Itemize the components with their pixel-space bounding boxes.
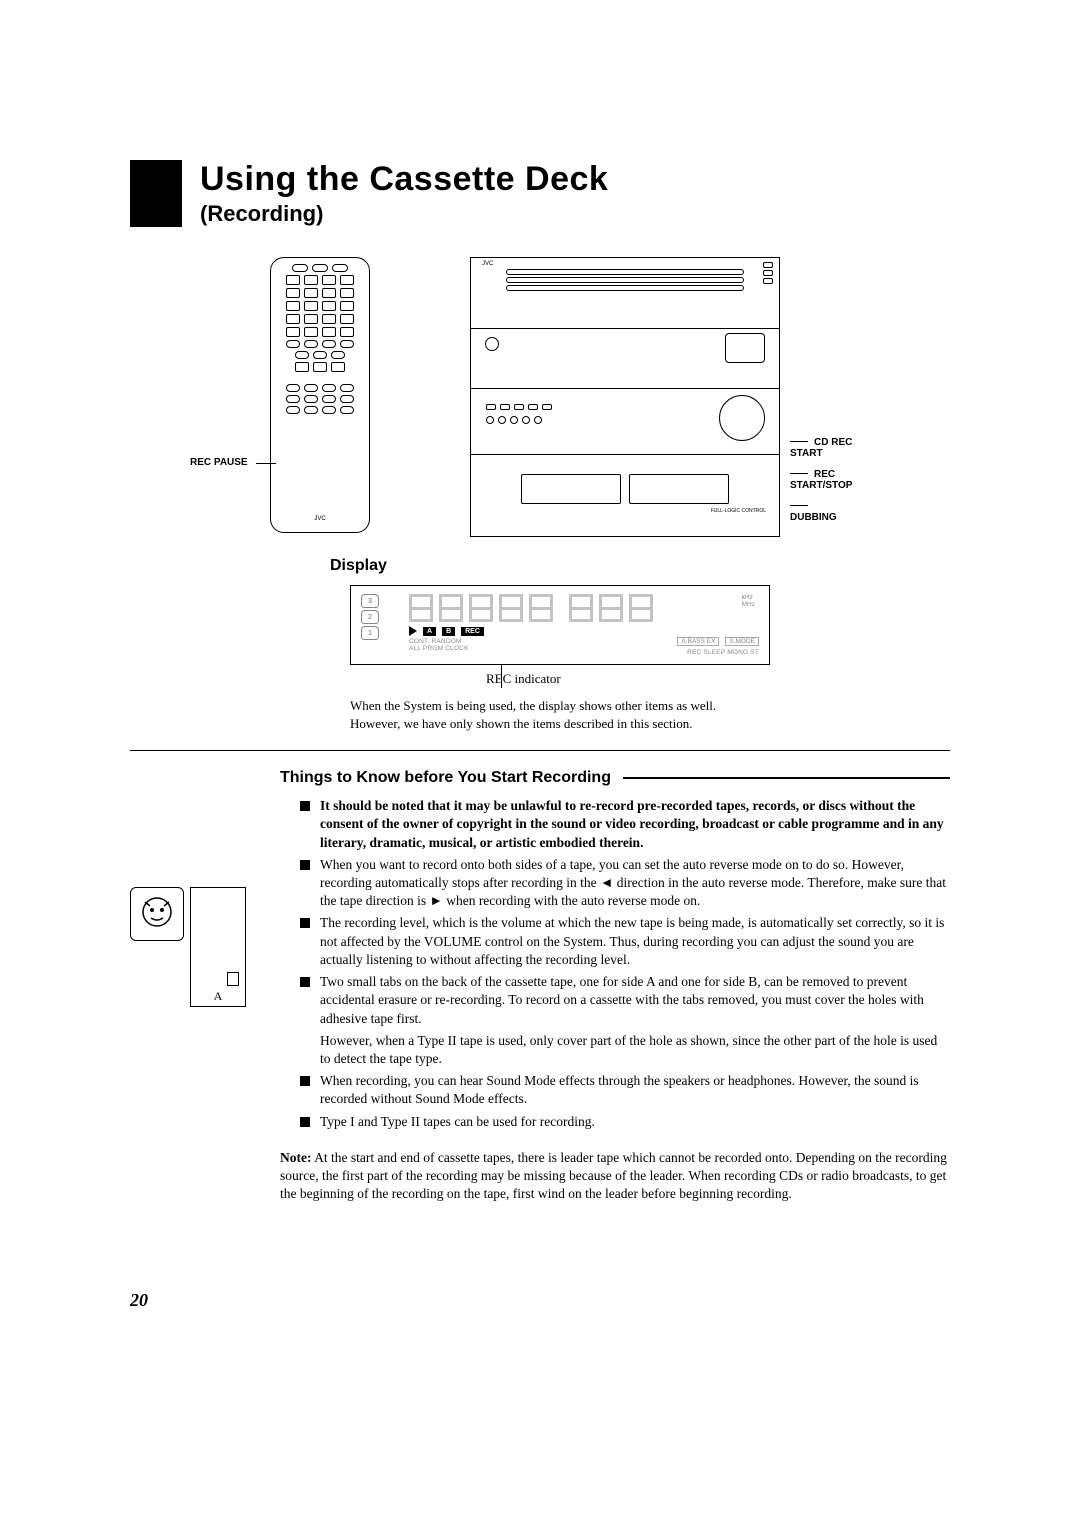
remote-outline: JVC (270, 257, 370, 533)
things-heading-row: Things to Know before You Start Recordin… (280, 769, 950, 787)
page-subtitle: (Recording) (200, 201, 608, 227)
play-triangle-icon (409, 626, 417, 636)
bullet-item: Two small tabs on the back of the casset… (300, 973, 950, 1028)
section-divider (130, 750, 950, 751)
seven-segment-row (409, 594, 757, 622)
dubbing-label: DUBBING (790, 501, 852, 523)
display-heading: Display (330, 557, 950, 575)
display-right-line: REC SLEEP MONO ST (677, 649, 759, 656)
deck-b-badge: B (442, 627, 455, 636)
disc-3: 3 (361, 594, 379, 608)
note-label: Note: (280, 1150, 311, 1165)
display-note: When the System is being used, the displ… (350, 697, 950, 732)
cassette-side-view: A (190, 887, 246, 1007)
title-black-box (130, 160, 182, 227)
footer-note: Note: At the start and end of cassette t… (280, 1149, 950, 1204)
page-title: Using the Cassette Deck (200, 160, 608, 199)
page-number: 20 (130, 1290, 148, 1311)
disc-1: 1 (361, 626, 379, 640)
rec-indicator-label: REC indicator (486, 671, 950, 687)
stereo-stack-diagram: JVC (470, 257, 780, 537)
smode-badge: S.MODE (725, 637, 759, 646)
mascot-icon (130, 887, 184, 941)
bullet-item: It should be noted that it may be unlawf… (300, 797, 950, 852)
rec-badge: REC (461, 627, 484, 636)
cassette-tab (227, 972, 239, 986)
display-section: 3 2 1 kHzMHz A B REC CONT. RANDOM ALL PR… (350, 585, 950, 732)
stereo-stack: JVC (470, 257, 780, 537)
display-panel: 3 2 1 kHzMHz A B REC CONT. RANDOM ALL PR… (350, 585, 770, 665)
display-badge-row: A B REC (409, 626, 757, 636)
cd-rec-start-label: CD REC START (790, 437, 852, 459)
abass-badge: A.BASS EX (677, 637, 719, 646)
deck-a-badge: A (423, 627, 436, 636)
note-text: At the start and end of cassette tapes, … (280, 1150, 947, 1201)
cassette-illustration: A (130, 887, 280, 1135)
cassette-side-label: A (191, 989, 245, 1004)
bullet-item: The recording level, which is the volume… (300, 914, 950, 969)
bullet-item: Type I and Type II tapes can be used for… (300, 1113, 950, 1131)
things-body: A It should be noted that it may be unla… (130, 797, 950, 1135)
bullets-list: It should be noted that it may be unlawf… (300, 797, 950, 1135)
disc-2: 2 (361, 610, 379, 624)
freq-units: kHzMHz (742, 594, 755, 608)
title-text: Using the Cassette Deck (Recording) (200, 160, 608, 227)
bullet-item: When you want to record onto both sides … (300, 856, 950, 911)
page-content: Using the Cassette Deck (Recording) REC … (130, 160, 950, 1203)
diagram-row: REC PAUSE JVC J (200, 257, 950, 537)
bullet-item: When recording, you can hear Sound Mode … (300, 1072, 950, 1108)
remote-rec-pause-label: REC PAUSE (190, 457, 248, 468)
remote-diagram: REC PAUSE JVC (200, 257, 390, 533)
rec-start-stop-label: REC START/STOP (790, 469, 852, 491)
stack-callouts: CD REC START REC START/STOP DUBBING (790, 437, 852, 523)
disc-indicators: 3 2 1 (361, 594, 379, 640)
face-svg (137, 894, 177, 934)
title-block: Using the Cassette Deck (Recording) (130, 160, 950, 227)
display-right-boxes: A.BASS EX S.MODE REC SLEEP MONO ST (677, 637, 759, 656)
things-heading-rule (623, 777, 950, 779)
things-heading: Things to Know before You Start Recordin… (280, 769, 611, 787)
bullet-item: However, when a Type II tape is used, on… (300, 1032, 950, 1068)
rec-indicator-pointer (501, 664, 502, 688)
